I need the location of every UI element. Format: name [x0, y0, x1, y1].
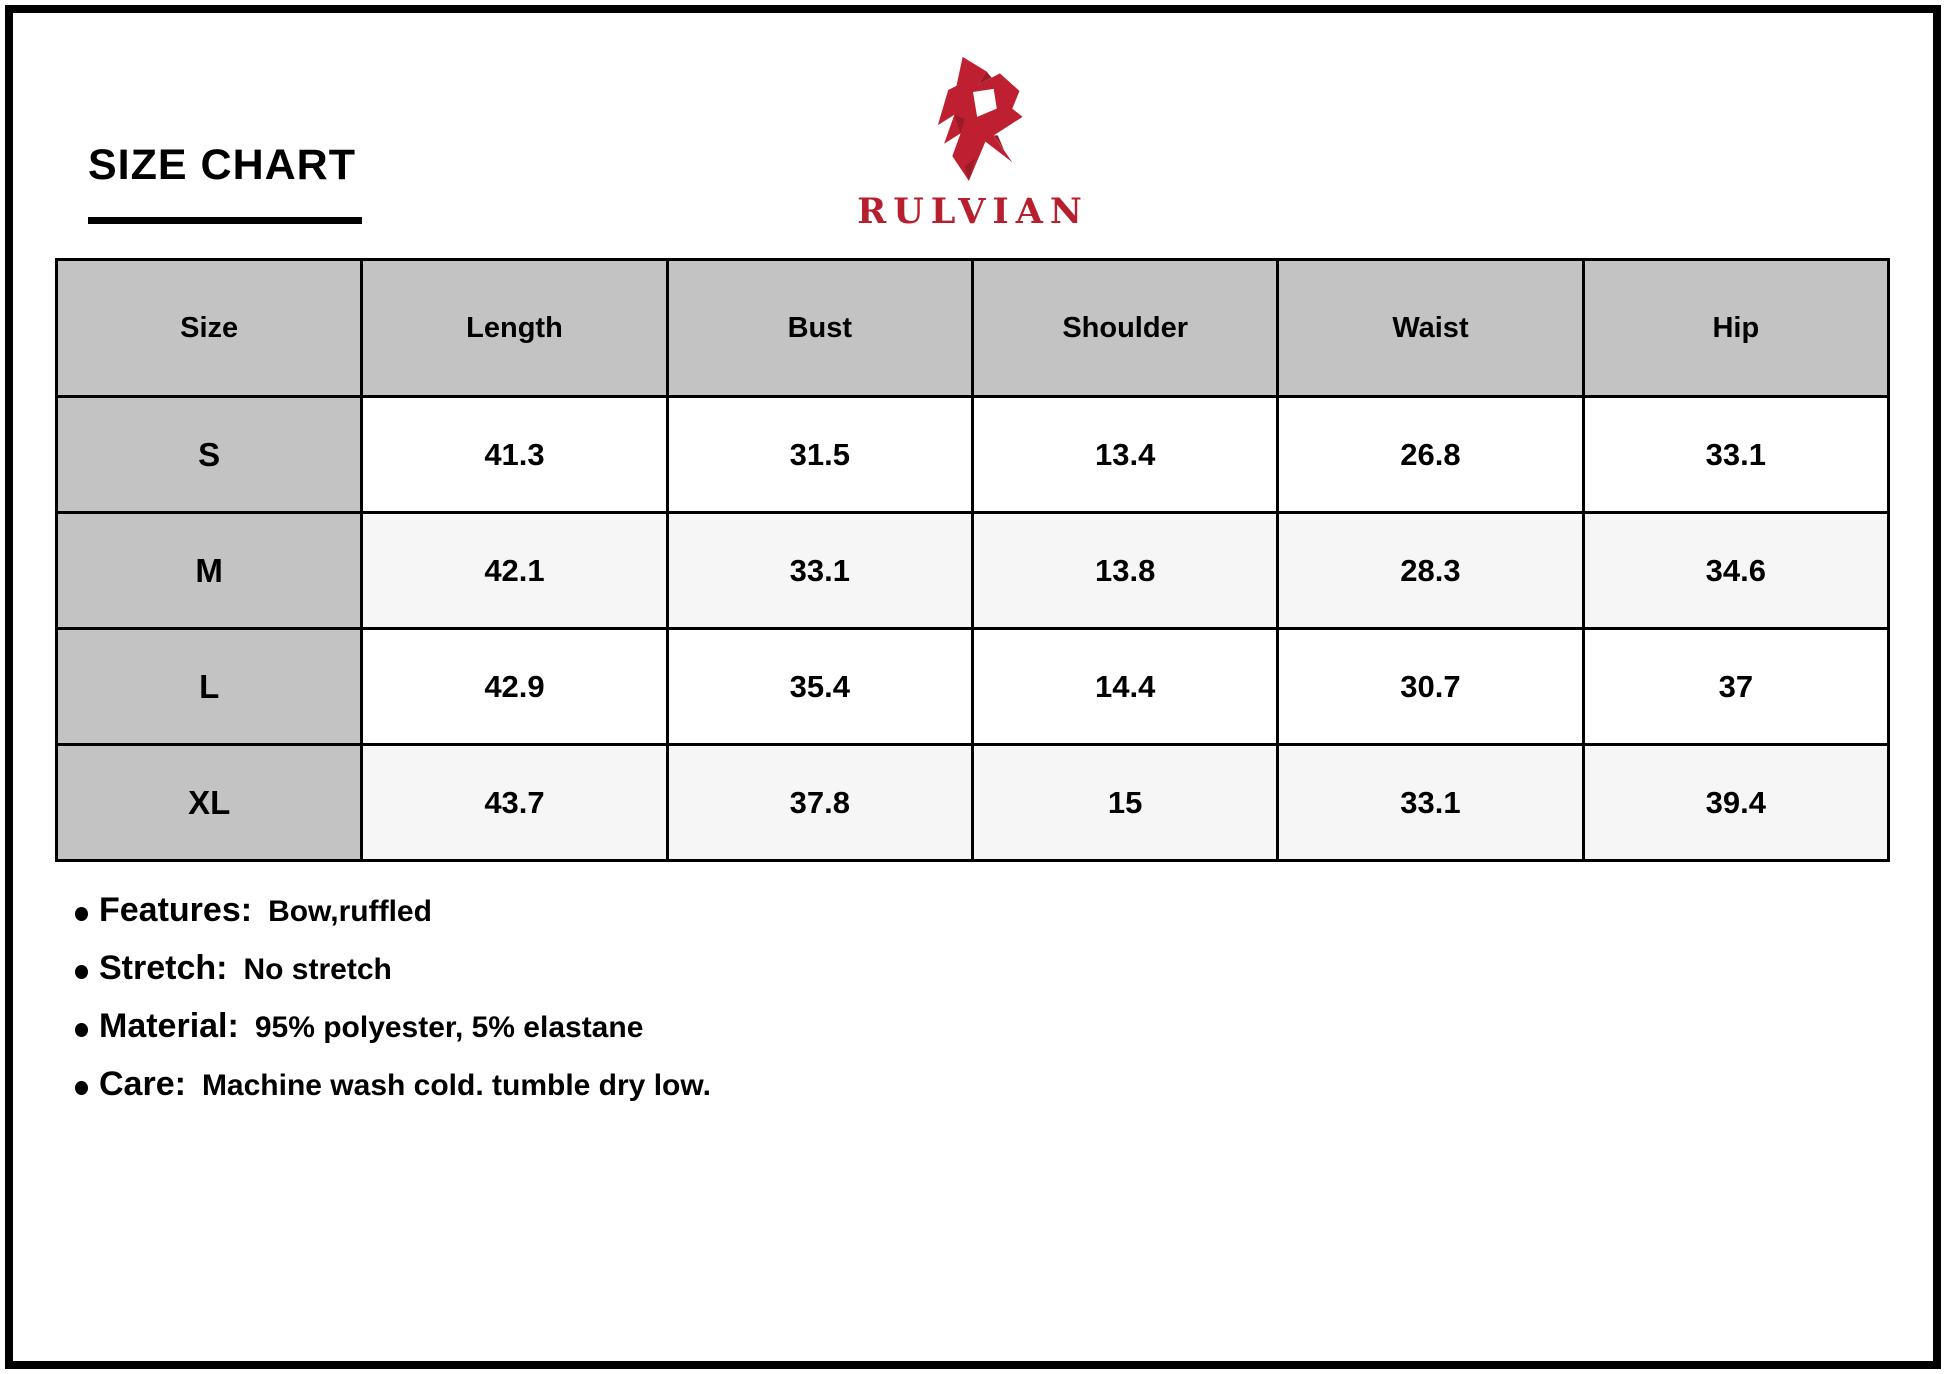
- detail-value: Bow,ruffled: [268, 895, 432, 928]
- detail-item-features: Features: Bow,ruffled: [75, 891, 711, 937]
- detail-value: No stretch: [243, 953, 392, 986]
- table-header-row: Size Length Bust Shoulder Waist Hip: [54, 258, 1891, 398]
- page-title: SIZE CHART: [88, 141, 356, 189]
- title-underline: [88, 217, 362, 224]
- measurement-cell: 28.3: [1276, 511, 1585, 630]
- measurement-cell: 34.6: [1581, 511, 1891, 630]
- table-row-m: M 42.1 33.1 13.8 28.3 34.6: [54, 511, 1891, 630]
- detail-item-stretch: Stretch: No stretch: [75, 949, 711, 995]
- column-header-waist: Waist: [1276, 258, 1585, 398]
- measurement-cell: 33.1: [665, 511, 974, 630]
- detail-label: Material:: [99, 1007, 239, 1045]
- size-label-xl: XL: [54, 743, 364, 862]
- bullet-icon: [75, 965, 88, 979]
- measurement-cell: 41.3: [360, 395, 669, 514]
- measurement-cell: 39.4: [1581, 743, 1891, 862]
- detail-label: Care:: [99, 1065, 186, 1103]
- measurement-cell: 43.7: [360, 743, 669, 862]
- column-header-length: Length: [360, 258, 669, 398]
- detail-value: 95% polyester, 5% elastane: [254, 1011, 644, 1044]
- bullet-icon: [75, 1023, 88, 1037]
- table-header: Size Length Bust Shoulder Waist Hip: [54, 258, 1891, 398]
- size-label-m: M: [54, 511, 364, 630]
- brand-logo-block: RULVIAN: [13, 53, 1933, 232]
- bullet-icon: [75, 1081, 88, 1095]
- detail-value: Machine wash cold. tumble dry low.: [201, 1069, 711, 1102]
- measurement-cell: 33.1: [1276, 743, 1585, 862]
- measurement-cell: 42.1: [360, 511, 669, 630]
- column-header-bust: Bust: [665, 258, 974, 398]
- page-border-frame: SIZE CHART RULVIAN Size Length Bust Shoulde…: [5, 5, 1941, 1369]
- brand-name: RULVIAN: [857, 191, 1089, 232]
- measurement-cell: 42.9: [360, 627, 669, 746]
- detail-label: Features:: [99, 891, 253, 929]
- detail-label: Stretch:: [99, 949, 228, 987]
- column-header-hip: Hip: [1581, 258, 1891, 398]
- measurement-cell: 37: [1581, 627, 1891, 746]
- column-header-shoulder: Shoulder: [970, 258, 1280, 398]
- measurement-cell: 30.7: [1276, 627, 1585, 746]
- rulvian-r-logo-icon: [937, 56, 1023, 181]
- product-details-list: Features: Bow,ruffled Stretch: No stretch Ma…: [75, 891, 711, 1123]
- table-row-s: S 41.3 31.5 13.4 26.8 33.1: [54, 395, 1891, 514]
- measurement-cell: 13.4: [970, 395, 1280, 514]
- measurement-cell: 26.8: [1276, 395, 1585, 514]
- size-label-l: L: [54, 627, 364, 746]
- measurement-cell: 37.8: [665, 743, 974, 862]
- column-header-size: Size: [54, 258, 364, 398]
- bullet-icon: [75, 907, 88, 921]
- measurement-cell: 31.5: [665, 395, 974, 514]
- table-row-l: L 42.9 35.4 14.4 30.7 37: [54, 627, 1891, 746]
- table-row-xl: XL 43.7 37.8 15 33.1 39.4: [54, 743, 1891, 862]
- size-label-s: S: [54, 395, 364, 514]
- measurement-cell: 33.1: [1581, 395, 1891, 514]
- detail-item-care: Care: Machine wash cold. tumble dry low.: [75, 1065, 711, 1111]
- detail-item-material: Material: 95% polyester, 5% elastane: [75, 1007, 711, 1053]
- measurement-cell: 15: [970, 743, 1280, 862]
- size-chart-table: Size Length Bust Shoulder Waist Hip S 41.3 31.5…: [54, 258, 1891, 862]
- table-body: S 41.3 31.5 13.4 26.8 33.1 M 42.1 33.1 13.8 28.3 34…: [54, 395, 1891, 862]
- measurement-cell: 35.4: [665, 627, 974, 746]
- measurement-cell: 13.8: [970, 511, 1280, 630]
- measurement-cell: 14.4: [970, 627, 1280, 746]
